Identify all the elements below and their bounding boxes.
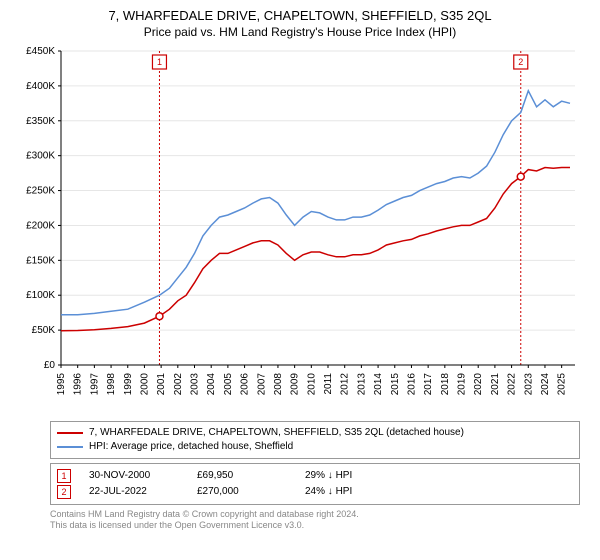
- svg-text:1998: 1998: [106, 373, 117, 396]
- svg-text:1995: 1995: [56, 373, 67, 396]
- chart-container: 7, WHARFEDALE DRIVE, CHAPELTOWN, SHEFFIE…: [0, 0, 600, 560]
- transaction-row: 2 22-JUL-2022 £270,000 24% ↓ HPI: [57, 484, 573, 500]
- svg-text:1999: 1999: [123, 373, 134, 396]
- chart-plot-area: £0 £50K £100K £150K £200K £250K £300K £350K £400…: [15, 45, 585, 415]
- svg-text:2020: 2020: [473, 373, 484, 396]
- svg-text:2015: 2015: [390, 373, 401, 396]
- footer-line-2: This data is licensed under the Open Gov…: [50, 520, 580, 531]
- svg-text:£450K: £450K: [26, 46, 55, 57]
- svg-text:£250K: £250K: [26, 186, 55, 197]
- svg-text:£50K: £50K: [32, 325, 56, 336]
- svg-text:2024: 2024: [540, 373, 551, 396]
- svg-text:1997: 1997: [89, 373, 100, 396]
- legend-label: HPI: Average price, detached house, Shef…: [89, 440, 293, 454]
- svg-text:£100K: £100K: [26, 290, 55, 301]
- transaction-date: 22-JUL-2022: [89, 484, 179, 500]
- svg-text:2004: 2004: [206, 373, 217, 396]
- svg-text:2017: 2017: [423, 373, 434, 396]
- transaction-date: 30-NOV-2000: [89, 468, 179, 484]
- legend-swatch: [57, 432, 83, 434]
- svg-text:2014: 2014: [373, 373, 384, 396]
- svg-text:2008: 2008: [273, 373, 284, 396]
- transaction-marker: 2: [57, 485, 71, 499]
- transaction-delta: 24% ↓ HPI: [305, 484, 395, 500]
- transactions-box: 1 30-NOV-2000 £69,950 29% ↓ HPI 2 22-JUL-2022…: [50, 463, 580, 505]
- footer-attribution: Contains HM Land Registry data © Crown c…: [50, 509, 580, 531]
- svg-text:2: 2: [518, 57, 523, 67]
- legend-item: HPI: Average price, detached house, Shef…: [57, 440, 573, 454]
- svg-text:£400K: £400K: [26, 81, 55, 92]
- svg-text:2002: 2002: [173, 373, 184, 396]
- svg-text:2003: 2003: [190, 373, 201, 396]
- svg-text:2001: 2001: [156, 373, 167, 396]
- svg-text:2023: 2023: [523, 373, 534, 396]
- legend-box: 7, WHARFEDALE DRIVE, CHAPELTOWN, SHEFFIE…: [50, 421, 580, 459]
- legend-label: 7, WHARFEDALE DRIVE, CHAPELTOWN, SHEFFIE…: [89, 426, 464, 440]
- svg-text:£350K: £350K: [26, 116, 55, 127]
- svg-text:2018: 2018: [440, 373, 451, 396]
- footer-line-1: Contains HM Land Registry data © Crown c…: [50, 509, 580, 520]
- svg-text:2021: 2021: [490, 373, 501, 396]
- svg-text:2007: 2007: [256, 373, 267, 396]
- legend-swatch: [57, 446, 83, 448]
- transaction-price: £270,000: [197, 484, 287, 500]
- svg-text:2012: 2012: [340, 373, 351, 396]
- svg-text:£0: £0: [44, 360, 56, 371]
- chart-subtitle: Price paid vs. HM Land Registry's House …: [10, 25, 590, 39]
- svg-text:2006: 2006: [240, 373, 251, 396]
- svg-text:2019: 2019: [457, 373, 468, 396]
- chart-svg: £0 £50K £100K £150K £200K £250K £300K £350K £400…: [15, 45, 585, 415]
- svg-text:1996: 1996: [73, 373, 84, 396]
- svg-text:2011: 2011: [323, 373, 334, 395]
- svg-text:2009: 2009: [290, 373, 301, 396]
- legend-item: 7, WHARFEDALE DRIVE, CHAPELTOWN, SHEFFIE…: [57, 426, 573, 440]
- svg-text:£150K: £150K: [26, 255, 55, 266]
- transaction-delta: 29% ↓ HPI: [305, 468, 395, 484]
- svg-text:2000: 2000: [139, 373, 150, 396]
- svg-text:2013: 2013: [356, 373, 367, 396]
- transaction-row: 1 30-NOV-2000 £69,950 29% ↓ HPI: [57, 468, 573, 484]
- svg-text:1: 1: [157, 57, 162, 67]
- svg-text:£200K: £200K: [26, 220, 55, 231]
- transaction-price: £69,950: [197, 468, 287, 484]
- svg-text:2016: 2016: [406, 373, 417, 396]
- chart-title: 7, WHARFEDALE DRIVE, CHAPELTOWN, SHEFFIE…: [10, 8, 590, 23]
- svg-text:2005: 2005: [223, 373, 234, 396]
- svg-text:2022: 2022: [507, 373, 518, 396]
- svg-text:£300K: £300K: [26, 151, 55, 162]
- svg-text:2010: 2010: [306, 373, 317, 396]
- svg-text:2025: 2025: [557, 373, 568, 396]
- transaction-marker: 1: [57, 469, 71, 483]
